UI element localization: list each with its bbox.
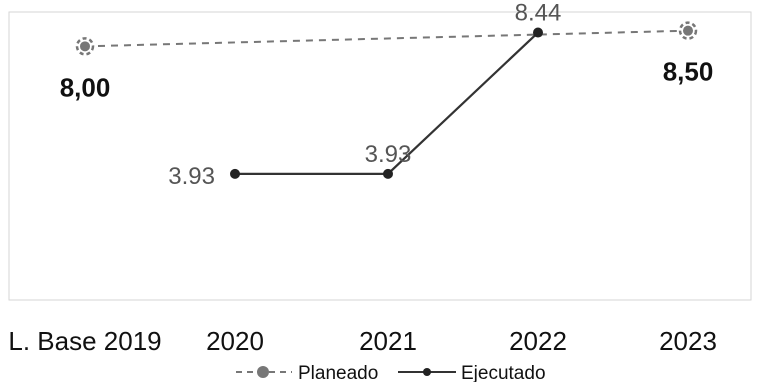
legend-planeado-marker: [257, 366, 269, 378]
legend-ejecutado-label: Ejecutado: [461, 363, 546, 382]
planeado-data-label: 8,00: [60, 72, 111, 102]
ejecutado-data-label: 8.44: [515, 0, 562, 27]
planeado-data-point-core: [80, 41, 90, 52]
x-tick-label: 2022: [509, 326, 567, 356]
planeado-data-point-core: [683, 25, 693, 36]
planeado-data-label: 8,50: [663, 57, 714, 87]
plot-frame: [8, 11, 752, 301]
x-tick-label: 2021: [359, 326, 417, 356]
ejecutado-data-label: 3.93: [365, 141, 412, 168]
legend-planeado-label: Planeado: [298, 363, 378, 382]
ejecutado-data-point: [383, 168, 393, 179]
planeado-series-line: [84, 29, 689, 48]
ejecutado-data-label: 3.93: [168, 163, 215, 190]
x-tick-label: 2020: [206, 326, 264, 356]
x-tick-label: 2023: [659, 326, 717, 356]
legend: Planeado Ejecutado: [236, 363, 546, 384]
x-tick-label: L. Base 2019: [8, 326, 161, 356]
ejecutado-data-point: [533, 27, 543, 38]
x-axis-ticks: L. Base 2019 2020 2021 2022 2023: [8, 326, 717, 356]
points-layer: [75, 21, 698, 179]
legend-ejecutado-marker: [423, 368, 431, 376]
labels-layer: 8,00 8,50 3.93 3.93 8.44: [60, 0, 714, 190]
ejecutado-data-point: [230, 168, 240, 179]
